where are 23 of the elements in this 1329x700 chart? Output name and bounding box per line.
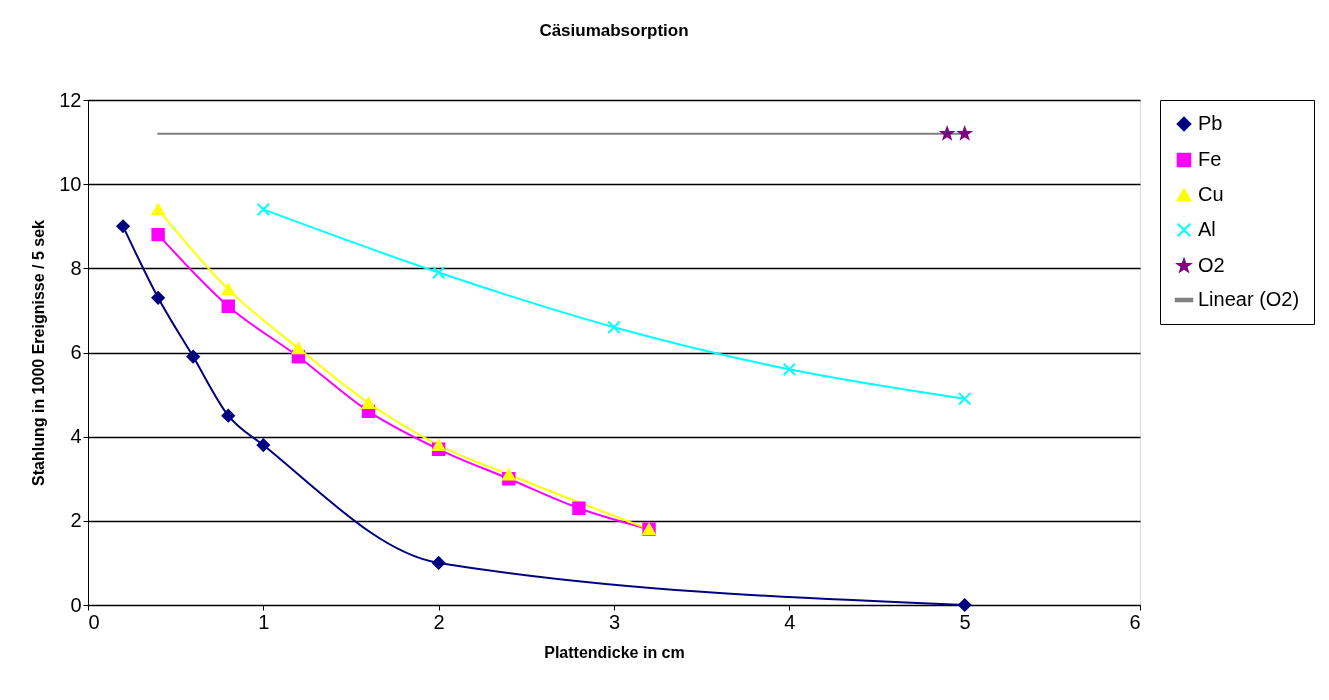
x-axis-title: Plattendicke in cm: [544, 643, 685, 661]
x-tick-label: 2: [433, 610, 445, 633]
legend-label: Pb: [1198, 112, 1223, 134]
legend-label: Al: [1198, 218, 1216, 240]
x-tick-label: 5: [959, 610, 971, 633]
y-tick-label: 4: [70, 425, 82, 448]
legend-label: O2: [1198, 254, 1225, 276]
y-tick-label: 8: [70, 256, 82, 279]
legend-label: Fe: [1198, 148, 1222, 170]
x-tick-label: 1: [258, 610, 270, 633]
y-tick-label: 10: [59, 172, 82, 195]
x-tick-label: 3: [608, 610, 621, 633]
y-tick-label: 0: [70, 593, 82, 616]
chart-title: Cäsiumabsorption: [539, 21, 689, 40]
y-tick-label: 6: [70, 341, 82, 363]
y-axis-title: Stahlung in 1000 Ereignisse / 5 sek: [30, 219, 48, 486]
legend-label: Cu: [1198, 183, 1224, 205]
x-tick-label: 6: [1129, 610, 1141, 633]
y-tick-label: 12: [59, 88, 82, 111]
x-tick-label: 0: [88, 610, 100, 633]
x-tick-label: 4: [784, 610, 796, 633]
y-tick-label: 2: [70, 509, 82, 532]
legend-label: Linear (O2): [1198, 288, 1300, 310]
